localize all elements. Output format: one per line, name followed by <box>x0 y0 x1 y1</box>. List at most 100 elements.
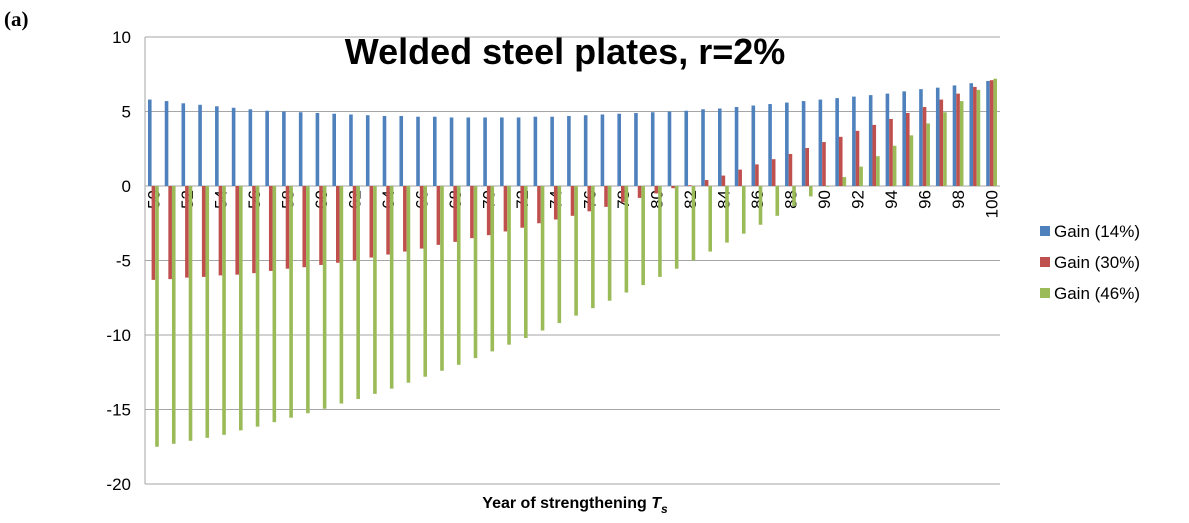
x-tick-label: 96 <box>916 190 935 209</box>
bar <box>926 123 930 186</box>
bar <box>423 186 428 377</box>
bar <box>939 99 944 186</box>
x-tick-label: 82 <box>681 190 700 209</box>
bar <box>583 115 588 186</box>
bar <box>550 116 554 186</box>
bar <box>322 186 327 409</box>
bar <box>268 186 273 271</box>
bar <box>537 186 541 224</box>
y-tick-label: 10 <box>112 28 131 47</box>
chart-title: Welded steel plates, r=2% <box>345 31 786 72</box>
bar <box>600 114 605 186</box>
bar <box>285 186 290 269</box>
bar <box>889 118 893 186</box>
bar <box>470 186 474 239</box>
bar <box>339 186 344 404</box>
bar <box>181 103 186 186</box>
bar <box>587 186 592 212</box>
bar <box>406 186 411 383</box>
bar <box>738 169 742 186</box>
bar <box>171 186 176 444</box>
bar <box>855 130 860 186</box>
bar <box>188 186 193 441</box>
bar <box>876 156 880 186</box>
bar <box>952 85 957 186</box>
bar <box>218 186 223 276</box>
bar <box>557 186 562 324</box>
bar <box>607 186 612 301</box>
bar <box>922 107 927 186</box>
y-tick-label: -5 <box>116 252 131 271</box>
bar <box>671 186 675 189</box>
bar <box>792 186 796 207</box>
bar <box>818 99 823 186</box>
bar <box>365 115 370 186</box>
bar <box>231 107 236 186</box>
bar <box>507 186 511 345</box>
bar <box>721 175 726 186</box>
bar <box>624 186 629 293</box>
bar <box>567 115 571 186</box>
bar <box>758 186 763 225</box>
bar <box>356 186 360 400</box>
y-tick-label: 0 <box>122 177 131 196</box>
bar <box>533 116 538 186</box>
bar <box>516 117 521 186</box>
bar <box>147 99 152 186</box>
bar <box>684 110 689 186</box>
bar <box>440 186 444 371</box>
bar <box>453 186 457 242</box>
bar <box>976 89 981 186</box>
bar <box>768 104 772 186</box>
bar <box>239 186 243 431</box>
bar <box>369 186 374 258</box>
bar <box>993 78 998 186</box>
bar <box>741 186 746 234</box>
bar <box>389 186 394 389</box>
bar <box>252 186 256 274</box>
bar <box>842 177 847 186</box>
bar <box>403 186 407 252</box>
bar <box>852 96 856 186</box>
bar <box>604 186 608 207</box>
x-tick-label: 90 <box>815 190 834 209</box>
y-tick-label: -10 <box>106 326 131 345</box>
legend-swatch <box>1040 226 1050 236</box>
legend-swatch <box>1040 288 1050 298</box>
bar <box>902 91 906 186</box>
bar <box>775 186 780 216</box>
y-tick-label: -20 <box>106 475 131 494</box>
x-tick-label: 94 <box>882 190 901 209</box>
bar <box>788 153 793 186</box>
bar <box>352 186 357 261</box>
bar <box>943 112 947 186</box>
bar <box>708 186 713 252</box>
bar <box>399 115 404 186</box>
bar <box>466 117 471 186</box>
x-label-subscript: s <box>661 502 668 516</box>
bar <box>674 186 679 269</box>
bar <box>701 109 705 186</box>
x-tick-label: 100 <box>983 190 1002 218</box>
bar <box>432 116 437 186</box>
bar <box>386 186 390 255</box>
bar <box>956 93 960 186</box>
bar <box>205 186 210 438</box>
bar <box>500 117 504 186</box>
bar <box>540 186 545 331</box>
bar <box>164 101 169 186</box>
bar <box>959 101 964 186</box>
y-tick-label: 5 <box>122 103 131 122</box>
x-tick-label: 92 <box>849 190 868 209</box>
bar <box>265 110 269 186</box>
bar <box>382 115 387 186</box>
x-label-symbol: T <box>651 495 662 512</box>
bar <box>335 186 340 263</box>
bar <box>520 186 525 228</box>
bar <box>691 186 696 261</box>
bar <box>298 112 303 186</box>
bar <box>473 186 478 359</box>
bar <box>332 113 336 186</box>
bar <box>483 117 487 186</box>
bar <box>667 111 672 186</box>
